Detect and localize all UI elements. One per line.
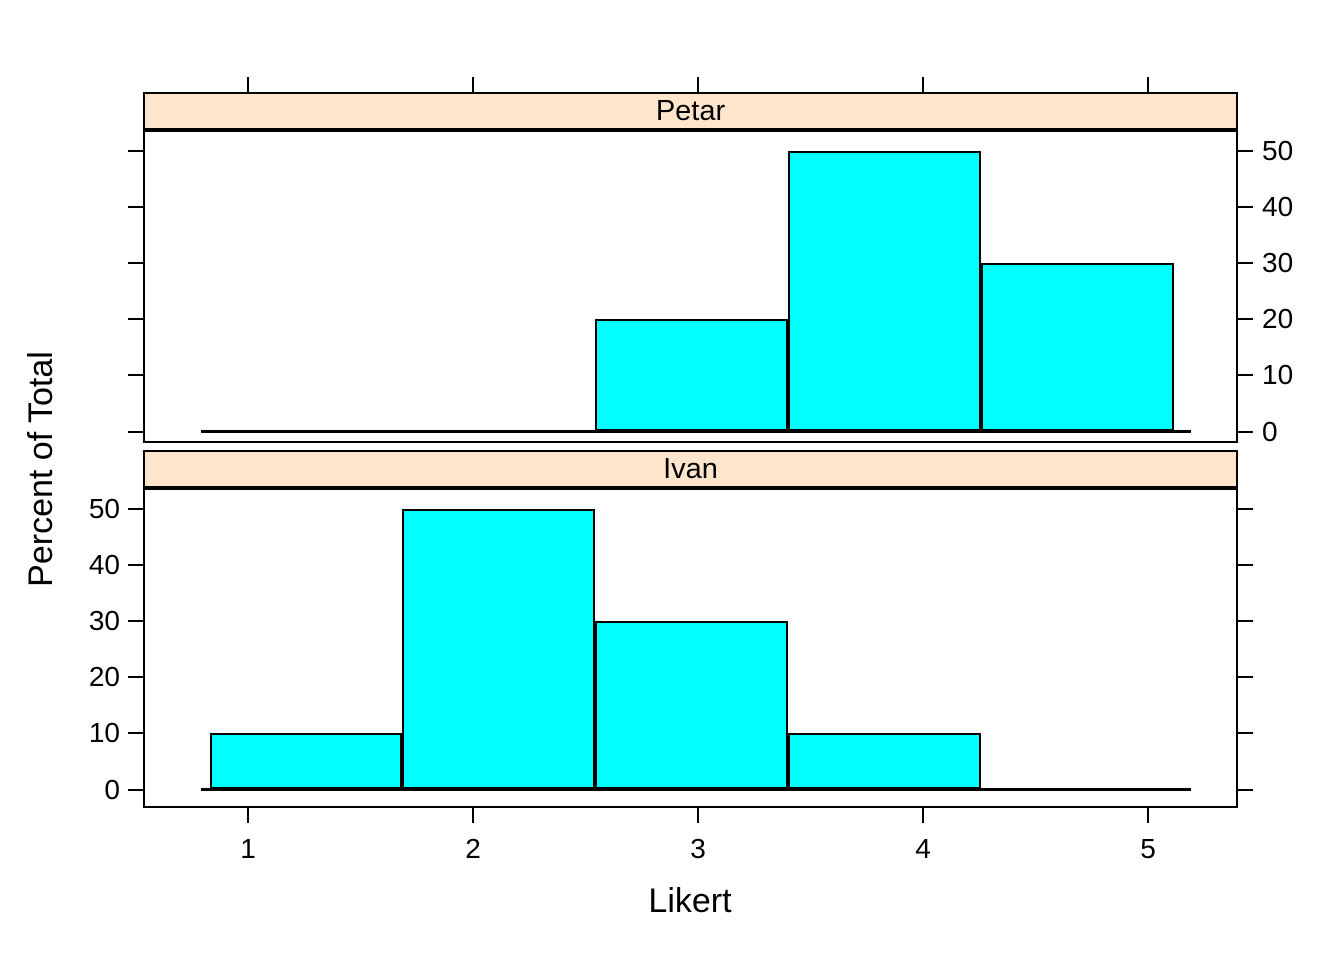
x-tick — [922, 77, 924, 92]
y-tick-label: 50 — [88, 492, 120, 524]
x-tick-label: 5 — [1140, 833, 1156, 864]
x-tick — [247, 808, 249, 823]
histogram-bar — [402, 508, 596, 790]
y-tick-label: 50 — [1262, 134, 1294, 166]
y-tick — [1238, 732, 1253, 735]
y-tick — [1238, 619, 1253, 622]
x-tick-label: 4 — [915, 833, 931, 864]
y-tick — [128, 732, 143, 735]
strip: Ivan — [143, 450, 1238, 488]
y-tick — [128, 374, 143, 377]
y-tick — [1238, 563, 1253, 566]
y-tick — [1238, 261, 1253, 264]
y-tick — [128, 619, 143, 622]
histogram-bar — [788, 150, 981, 432]
y-tick — [1238, 430, 1253, 433]
x-tick-label: 2 — [465, 833, 481, 864]
x-tick — [697, 77, 699, 92]
y-tick — [128, 205, 143, 208]
y-tick — [128, 430, 143, 433]
y-tick-label: 0 — [104, 773, 120, 805]
y-tick — [1238, 205, 1253, 208]
zero-line — [200, 430, 1191, 433]
y-tick — [1238, 676, 1253, 679]
x-tick-label: 3 — [690, 833, 706, 864]
y-tick — [1238, 788, 1253, 791]
x-tick — [472, 808, 474, 823]
y-tick-label: 20 — [1262, 303, 1294, 335]
x-tick — [247, 77, 249, 92]
y-tick — [128, 149, 143, 152]
x-tick — [1147, 808, 1149, 823]
y-tick — [128, 676, 143, 679]
y-tick — [1238, 507, 1253, 510]
histogram-bar — [209, 733, 403, 790]
y-tick — [1238, 374, 1253, 377]
y-tick-label: 30 — [1262, 246, 1294, 278]
x-tick — [697, 808, 699, 823]
y-tick-label: 30 — [88, 604, 120, 636]
y-tick — [1238, 318, 1253, 321]
y-tick-label: 10 — [1262, 359, 1294, 391]
y-tick-label: 10 — [88, 717, 120, 749]
strip-label: Ivan — [663, 452, 718, 485]
strip-label: Petar — [655, 94, 726, 127]
histogram-bar — [788, 733, 981, 790]
y-tick-label: 40 — [88, 548, 120, 580]
y-tick-label: 0 — [1262, 415, 1278, 447]
x-tick-label: 1 — [240, 833, 256, 864]
x-tick — [922, 808, 924, 823]
y-tick — [128, 563, 143, 566]
x-tick — [1147, 77, 1149, 92]
strip: Petar — [143, 92, 1238, 130]
y-tick-label: 20 — [88, 661, 120, 693]
y-tick — [128, 318, 143, 321]
y-tick — [128, 261, 143, 264]
y-tick-label: 40 — [1262, 190, 1294, 222]
y-axis-title: Percent of Total — [22, 351, 60, 587]
histogram-bar — [595, 620, 788, 790]
histogram-bar — [980, 262, 1174, 432]
y-tick — [1238, 149, 1253, 152]
x-axis-title: Likert — [648, 882, 732, 920]
histogram-bar — [595, 319, 788, 432]
x-tick — [472, 77, 474, 92]
zero-line — [200, 788, 1191, 791]
y-tick — [128, 788, 143, 791]
y-tick — [128, 507, 143, 510]
